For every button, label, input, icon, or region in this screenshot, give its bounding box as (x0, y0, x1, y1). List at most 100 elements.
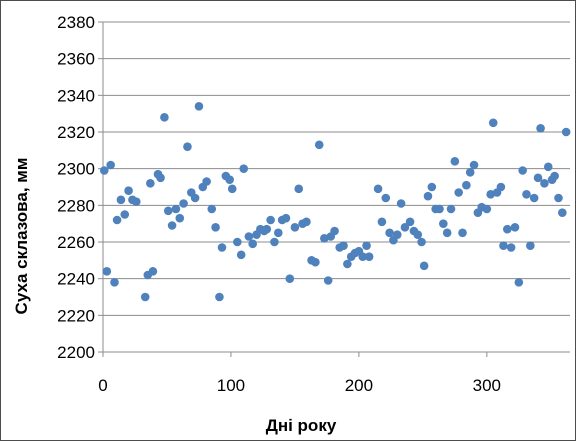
data-point (413, 230, 423, 239)
data-point (163, 206, 173, 216)
data-point (215, 292, 224, 302)
data-point (190, 193, 200, 203)
data-point (561, 127, 571, 137)
data-point (266, 215, 275, 225)
data-point (458, 228, 467, 238)
data-point (323, 276, 333, 285)
data-point (171, 204, 181, 214)
data-point (506, 243, 516, 252)
data-point (285, 274, 295, 283)
data-point (302, 217, 311, 227)
data-point (496, 182, 506, 192)
data-point (381, 193, 391, 203)
data-point (417, 237, 426, 247)
data-point (339, 241, 348, 250)
data-point (314, 140, 324, 150)
data-point (202, 177, 211, 186)
data-point (533, 173, 543, 183)
data-point (211, 223, 220, 232)
data-point (554, 193, 563, 203)
data-point (207, 204, 217, 214)
data-point (503, 224, 512, 234)
data-point (160, 113, 169, 122)
y-tick-label: 2320 (57, 123, 95, 142)
x-tick-label: 200 (345, 376, 373, 395)
gridlines (103, 21, 570, 316)
data-point (110, 278, 119, 287)
data-point (499, 241, 508, 250)
data-point (116, 195, 126, 205)
data-point (396, 199, 406, 208)
data-point (400, 223, 410, 232)
data-points (99, 102, 571, 302)
y-axis-tick-labels: 2200 2220 2240 2260 2280 2300 2320 2340 2360 2380 (57, 13, 95, 362)
data-point (362, 241, 371, 250)
data-point (99, 166, 109, 175)
data-point (462, 180, 471, 190)
data-point (435, 204, 444, 214)
data-point (311, 257, 320, 267)
y-tick-label: 2240 (57, 270, 95, 289)
data-point (140, 292, 150, 302)
data-point (536, 124, 545, 133)
data-point (239, 164, 249, 173)
data-point (102, 267, 112, 276)
data-point (112, 215, 122, 225)
data-point (419, 261, 429, 271)
data-point (146, 179, 155, 188)
data-point (227, 184, 237, 194)
data-point (124, 186, 133, 195)
data-point (364, 252, 374, 261)
data-point (558, 208, 567, 217)
y-axis-title: Суха склазова, мм (12, 158, 31, 315)
data-point (262, 224, 272, 234)
data-point (510, 223, 520, 232)
x-axis-tick-labels: 0 100 200 300 (98, 376, 501, 395)
data-point (358, 252, 368, 261)
data-point (427, 182, 437, 192)
data-point (248, 239, 257, 249)
data-point (217, 243, 227, 252)
data-point (294, 184, 304, 194)
data-point (179, 199, 188, 208)
data-point (439, 219, 448, 228)
data-point (148, 267, 158, 276)
y-tick-label: 2280 (57, 196, 95, 215)
data-point (469, 160, 479, 170)
x-tick-label: 0 (98, 376, 107, 395)
data-point (330, 226, 339, 236)
data-point (488, 118, 498, 128)
y-tick-label: 2220 (57, 306, 95, 325)
data-point (106, 160, 115, 170)
data-point (281, 213, 291, 223)
data-point (550, 171, 559, 181)
data-point (377, 217, 387, 227)
data-point (167, 221, 177, 230)
data-point (392, 230, 402, 239)
y-tick-label: 2360 (57, 50, 95, 69)
data-point (236, 250, 246, 260)
data-point (273, 228, 283, 238)
data-point (450, 157, 460, 166)
y-tick-label: 2260 (57, 233, 95, 252)
data-point (131, 197, 141, 206)
data-point (522, 190, 531, 199)
x-axis-title: Дні року (266, 416, 337, 435)
axes (98, 21, 570, 357)
data-point (423, 191, 433, 201)
data-point (225, 175, 234, 184)
x-tick-label: 300 (473, 376, 501, 395)
data-point (244, 232, 254, 241)
data-point (373, 184, 383, 194)
data-point (514, 278, 524, 287)
data-point (343, 259, 352, 269)
data-point (526, 241, 535, 250)
data-point (543, 162, 553, 172)
data-point (120, 210, 130, 219)
data-point (518, 166, 527, 175)
data-point (405, 217, 415, 227)
data-point (233, 237, 242, 247)
x-tick-label: 100 (217, 376, 245, 395)
data-point (290, 223, 300, 232)
y-tick-label: 2300 (57, 160, 95, 179)
